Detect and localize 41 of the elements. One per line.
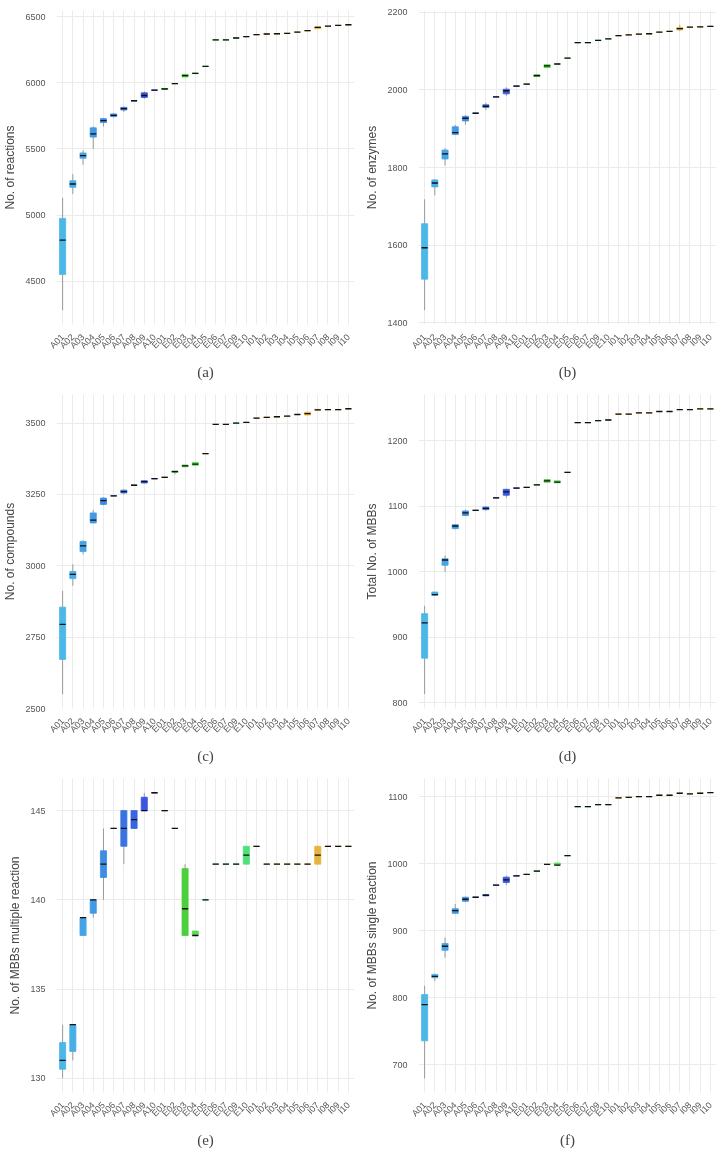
y-tick-label: 900 bbox=[392, 925, 408, 936]
y-axis-title: Total No. of MBBs bbox=[365, 503, 380, 600]
y-tick-label: 6000 bbox=[25, 77, 46, 88]
y-axis-title: No. of compounds bbox=[3, 502, 18, 601]
y-tick-label: 1600 bbox=[387, 240, 408, 251]
y-tick-label: 900 bbox=[392, 632, 408, 643]
y-tick-label: 2200 bbox=[387, 7, 408, 18]
y-tick-label: 3250 bbox=[25, 489, 46, 500]
y-tick-label: 140 bbox=[30, 894, 46, 905]
y-tick-label: 800 bbox=[392, 992, 408, 1003]
y-axis-title: No. of MBBs single reaction bbox=[365, 861, 380, 1010]
y-tick-label: 800 bbox=[392, 697, 408, 708]
y-tick-label: 4500 bbox=[25, 276, 46, 287]
y-tick-label: 1100 bbox=[388, 501, 408, 512]
y-tick-label: 1400 bbox=[387, 317, 408, 328]
y-tick-label: 6500 bbox=[25, 11, 46, 22]
y-tick-label: 1100 bbox=[388, 791, 408, 802]
y-tick-label: 700 bbox=[392, 1059, 408, 1070]
y-tick-label: 1800 bbox=[387, 162, 408, 173]
y-tick-label: 1000 bbox=[387, 566, 408, 577]
y-tick-label: 2000 bbox=[387, 84, 408, 95]
text: (d) bbox=[558, 747, 577, 765]
y-axis-title: No. of MBBs multiple reaction bbox=[8, 856, 23, 1015]
y-axis-title: No. of enzymes bbox=[365, 125, 380, 210]
y-tick-label: 5000 bbox=[25, 210, 46, 221]
y-tick-label: 5500 bbox=[25, 144, 46, 154]
text: (e) bbox=[197, 1131, 214, 1149]
y-tick-label: 1000 bbox=[387, 858, 408, 869]
text: (a) bbox=[197, 363, 214, 381]
y-tick-label: 2500 bbox=[25, 703, 46, 714]
y-tick-label: 2750 bbox=[25, 632, 46, 643]
y-tick-label: 130 bbox=[30, 1073, 46, 1084]
text: (b) bbox=[558, 363, 577, 381]
y-tick-label: 3000 bbox=[25, 560, 46, 571]
y-tick-label: 135 bbox=[30, 984, 46, 995]
y-tick-label: 3500 bbox=[25, 418, 46, 429]
text: (f) bbox=[560, 1131, 576, 1149]
text: (c) bbox=[197, 747, 214, 765]
y-axis-title: No. of reactions bbox=[3, 125, 18, 210]
y-tick-label: 145 bbox=[30, 805, 46, 816]
y-tick-label: 1200 bbox=[387, 435, 408, 446]
